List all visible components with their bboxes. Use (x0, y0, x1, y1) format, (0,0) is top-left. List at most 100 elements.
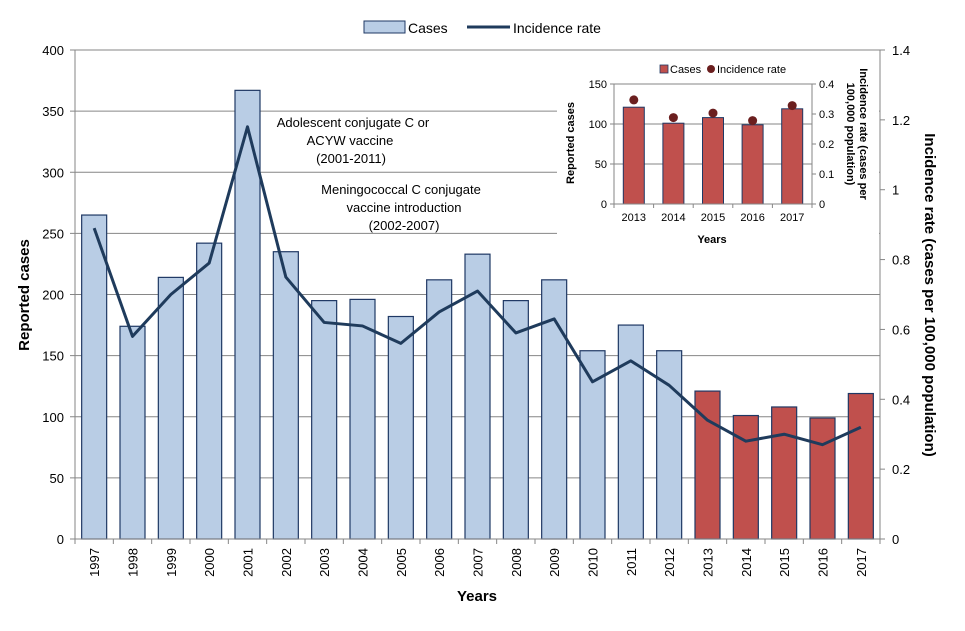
inset-x-tick-labels: 2013 2014 2015 2016 2017 (622, 212, 805, 224)
inset-y-tick-label: 50 (595, 159, 607, 171)
y2-tick-label: 0.4 (892, 392, 910, 407)
x-tick-label: 2002 (279, 548, 294, 577)
annotation-line: (2002-2007) (369, 218, 440, 233)
main-incidence-line (92, 125, 862, 447)
bar-2013 (694, 390, 721, 540)
y-tick-label: 150 (42, 349, 64, 364)
main-x-tick-labels: 1997 1998 1999 2000 2001 2002 2003 2004 2005 2006… (87, 548, 869, 577)
x-tick-label: 2010 (586, 548, 601, 577)
inset-legend-cases-swatch (659, 64, 669, 74)
y-tick-label: 0 (57, 532, 64, 547)
legend-cases-swatch (363, 20, 406, 34)
bar-1999 (157, 276, 184, 540)
main-y2-axis-title: Incidence rate (cases per 100,000 popula… (921, 133, 938, 456)
inset-x-tick-label: 2015 (701, 212, 725, 224)
y2-tick-label: 0.8 (892, 253, 910, 268)
inset-incidence-marker-2016 (748, 116, 758, 126)
y2-tick-label: 1.4 (892, 43, 910, 58)
x-tick-label: 2001 (241, 548, 256, 577)
main-y2-tick-labels: 0 0.2 0.4 0.6 0.8 1 1.2 1.4 (892, 43, 910, 547)
x-tick-label: 2009 (547, 548, 562, 577)
annotation-line: Adolescent conjugate C or (277, 115, 430, 130)
inset-y-tick-label: 0 (601, 199, 607, 211)
x-tick-label: 2007 (471, 548, 486, 577)
y-tick-label: 100 (42, 410, 64, 425)
inset-bars (622, 106, 804, 205)
annotation-line: vaccine introduction (347, 200, 462, 215)
bar-2016 (809, 417, 836, 540)
inset-y2-tick-label: 0.3 (819, 109, 834, 121)
x-tick-label: 2011 (624, 548, 639, 576)
x-tick-label: 2004 (356, 548, 371, 577)
inset-legend: Cases Incidence rate (659, 64, 786, 76)
y-tick-label: 350 (42, 104, 64, 119)
legend-cases-label: Cases (408, 20, 448, 36)
bar-2011 (617, 324, 644, 540)
inset-legend-incidence-label: Incidence rate (717, 64, 786, 76)
bar-2012 (656, 350, 683, 540)
x-tick-label: 2003 (317, 548, 332, 577)
inset-y2-tick-labels: 0 0.1 0.2 0.3 0.4 (819, 79, 834, 211)
inset-y2-axis-title-line2: 100,000 population) (844, 83, 856, 186)
bar-1997 (81, 214, 108, 540)
legend-incidence-label: Incidence rate (513, 20, 601, 36)
y-tick-label: 200 (42, 288, 64, 303)
x-tick-label: 2016 (816, 548, 831, 577)
annotation-meningococcal-c: Meningococcal C conjugate vaccine introd… (321, 182, 481, 233)
y2-tick-label: 0 (892, 532, 899, 547)
inset-bar-2015 (702, 117, 724, 205)
bar-2003 (311, 300, 338, 540)
x-tick-label: 2005 (394, 548, 409, 577)
x-tick-label: 2017 (854, 548, 869, 577)
inset-x-tick-label: 2013 (622, 212, 646, 224)
bar-2005 (387, 315, 414, 540)
inset-bar-2017 (781, 108, 804, 205)
inset-incidence-marker-2013 (629, 95, 639, 105)
x-tick-label: 1999 (164, 548, 179, 577)
x-tick-label: 1997 (87, 548, 102, 577)
y-tick-label: 400 (42, 43, 64, 58)
bar-2002 (272, 251, 299, 540)
inset-legend-incidence-marker (707, 65, 715, 73)
annotation-line: (2001-2011) (316, 151, 386, 166)
annotation-adolescent-vaccine: Adolescent conjugate C or ACYW vaccine (… (277, 115, 430, 166)
main-x-axis-title: Years (457, 588, 497, 605)
annotation-line: ACYW vaccine (307, 133, 394, 148)
inset-legend-cases-label: Cases (670, 64, 702, 76)
inset-bar-2014 (662, 122, 685, 205)
x-tick-label: 1998 (126, 548, 141, 577)
annotation-line: Meningococcal C conjugate (321, 182, 481, 197)
inset-incidence-marker-2014 (668, 113, 678, 123)
inset-y2-tick-label: 0.1 (819, 169, 834, 181)
bar-2008 (502, 300, 529, 540)
y-tick-label: 300 (42, 165, 64, 180)
main-axes (70, 49, 885, 544)
x-tick-label: 2015 (777, 548, 792, 577)
bar-2015 (771, 406, 798, 540)
inset-x-tick-label: 2017 (780, 212, 804, 224)
bar-2000 (196, 242, 223, 540)
inset-x-tick-label: 2014 (661, 212, 685, 224)
inset-y-tick-label: 100 (589, 119, 607, 131)
bar-2014 (732, 414, 759, 540)
bar-2006 (426, 279, 453, 540)
y2-tick-label: 0.6 (892, 322, 910, 337)
inset-x-tick-label: 2016 (740, 212, 764, 224)
main-y-tick-labels: 0 50 100 150 200 250 300 350 400 (42, 43, 64, 547)
inset-incidence-markers (629, 95, 797, 126)
inset-y-tick-label: 150 (589, 79, 607, 91)
x-tick-label: 2006 (432, 548, 447, 577)
bar-2017 (847, 392, 874, 540)
inset-y-tick-labels: 0 50 100 150 (589, 79, 607, 211)
inset-y2-axis-title-line1: Incidence rate (cases per (857, 68, 869, 200)
y2-tick-label: 1 (892, 183, 899, 198)
inset-chart: 0 50 100 150 0 0.1 0.2 0.3 0.4 2013 2014 2015 2016… (557, 52, 879, 250)
inset-bar-2016 (741, 124, 764, 205)
main-legend: Cases Incidence rate (363, 20, 601, 36)
main-y-axis-title: Reported cases (16, 239, 33, 351)
inset-incidence-marker-2015 (708, 108, 718, 118)
bar-1998 (119, 325, 146, 540)
y-tick-label: 50 (50, 471, 64, 486)
x-tick-label: 2014 (739, 548, 754, 577)
